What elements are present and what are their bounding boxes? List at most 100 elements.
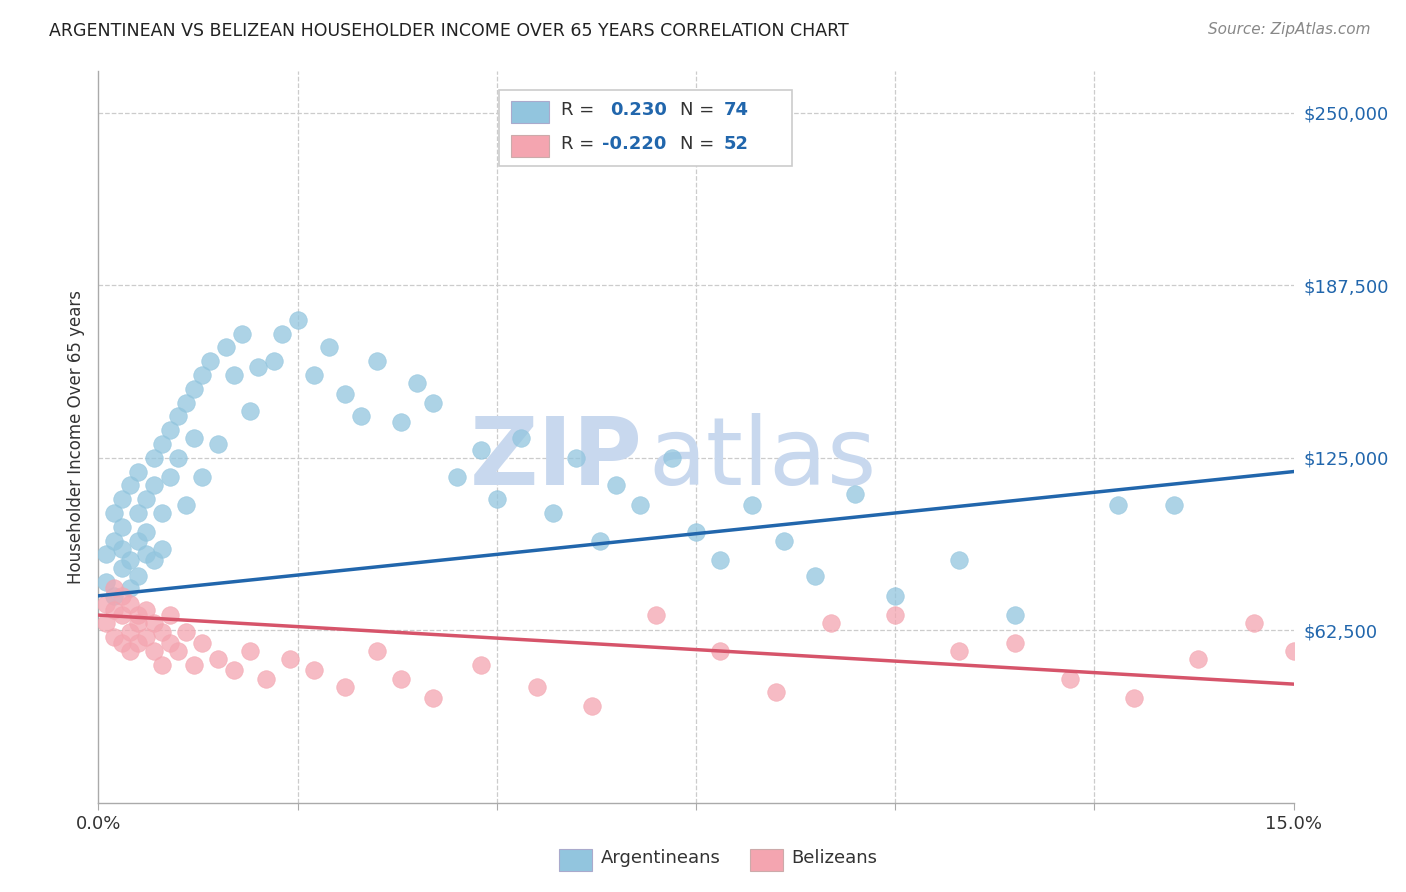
Point <box>167 644 190 658</box>
Point <box>111 589 134 603</box>
Point <box>150 506 173 520</box>
Point <box>366 354 388 368</box>
Point <box>127 533 149 548</box>
Point <box>446 470 468 484</box>
Text: N =: N = <box>681 135 720 153</box>
Bar <box>510 135 548 157</box>
Point <box>422 690 444 705</box>
Text: Source: ZipAtlas.com: Source: ZipAtlas.com <box>1208 22 1371 37</box>
Point <box>96 574 118 589</box>
Point <box>143 553 166 567</box>
Point <box>150 624 173 639</box>
Point <box>1004 608 1026 623</box>
Point <box>174 395 197 409</box>
Point <box>239 644 262 658</box>
Point <box>389 672 412 686</box>
Point <box>135 630 157 644</box>
Point <box>103 589 125 603</box>
Point <box>120 624 142 639</box>
Point <box>765 685 787 699</box>
Point <box>1107 498 1129 512</box>
Point <box>127 616 149 631</box>
Point <box>183 432 205 446</box>
Point <box>1123 690 1146 705</box>
Point <box>645 608 668 623</box>
Point <box>120 553 142 567</box>
Point <box>335 387 357 401</box>
Point <box>1004 636 1026 650</box>
Point <box>96 548 118 562</box>
Point <box>215 340 238 354</box>
Point <box>120 597 142 611</box>
Point <box>111 636 134 650</box>
Point <box>103 506 125 520</box>
Point <box>103 581 125 595</box>
Point <box>191 368 214 382</box>
Point <box>183 382 205 396</box>
Point <box>159 423 181 437</box>
Point <box>1322 680 1344 694</box>
Point <box>470 657 492 672</box>
Text: N =: N = <box>681 101 720 120</box>
Point <box>287 312 309 326</box>
Point <box>120 478 142 492</box>
Point <box>470 442 492 457</box>
Point <box>628 498 651 512</box>
Point <box>948 644 970 658</box>
Point <box>685 525 707 540</box>
Point <box>103 630 125 644</box>
Point <box>335 680 357 694</box>
Point <box>350 409 373 424</box>
Point <box>191 636 214 650</box>
Point <box>239 404 262 418</box>
Point <box>389 415 412 429</box>
Bar <box>558 849 592 871</box>
Bar <box>749 849 783 871</box>
Point <box>772 533 794 548</box>
Point <box>302 663 325 677</box>
Bar <box>510 102 548 123</box>
Point <box>127 569 149 583</box>
Point <box>709 644 731 658</box>
Point <box>111 561 134 575</box>
Point <box>143 644 166 658</box>
Point <box>884 608 907 623</box>
Point <box>96 597 118 611</box>
Point <box>844 486 866 500</box>
Point <box>120 644 142 658</box>
Point <box>191 470 214 484</box>
Text: ARGENTINEAN VS BELIZEAN HOUSEHOLDER INCOME OVER 65 YEARS CORRELATION CHART: ARGENTINEAN VS BELIZEAN HOUSEHOLDER INCO… <box>49 22 849 40</box>
Point <box>135 492 157 507</box>
Point <box>143 616 166 631</box>
Point <box>150 437 173 451</box>
Point <box>127 608 149 623</box>
Point <box>174 498 197 512</box>
Point <box>1163 498 1185 512</box>
Point <box>541 506 564 520</box>
Point <box>127 465 149 479</box>
Point <box>143 478 166 492</box>
Text: Argentineans: Argentineans <box>600 848 720 867</box>
Text: ZIP: ZIP <box>470 413 643 505</box>
Point <box>509 432 531 446</box>
Text: Belizeans: Belizeans <box>792 848 877 867</box>
Point <box>103 533 125 548</box>
Point <box>1187 652 1209 666</box>
Text: 74: 74 <box>724 101 748 120</box>
Point <box>270 326 292 341</box>
Point <box>150 657 173 672</box>
Point <box>406 376 429 391</box>
Point <box>278 652 301 666</box>
Point <box>589 533 612 548</box>
Point <box>485 492 508 507</box>
Point <box>159 636 181 650</box>
Point <box>183 657 205 672</box>
Point <box>709 553 731 567</box>
Text: R =: R = <box>561 101 606 120</box>
Point <box>422 395 444 409</box>
Point <box>120 581 142 595</box>
Point <box>1282 644 1305 658</box>
Point <box>1059 672 1081 686</box>
Point <box>222 663 245 677</box>
Text: 52: 52 <box>724 135 748 153</box>
